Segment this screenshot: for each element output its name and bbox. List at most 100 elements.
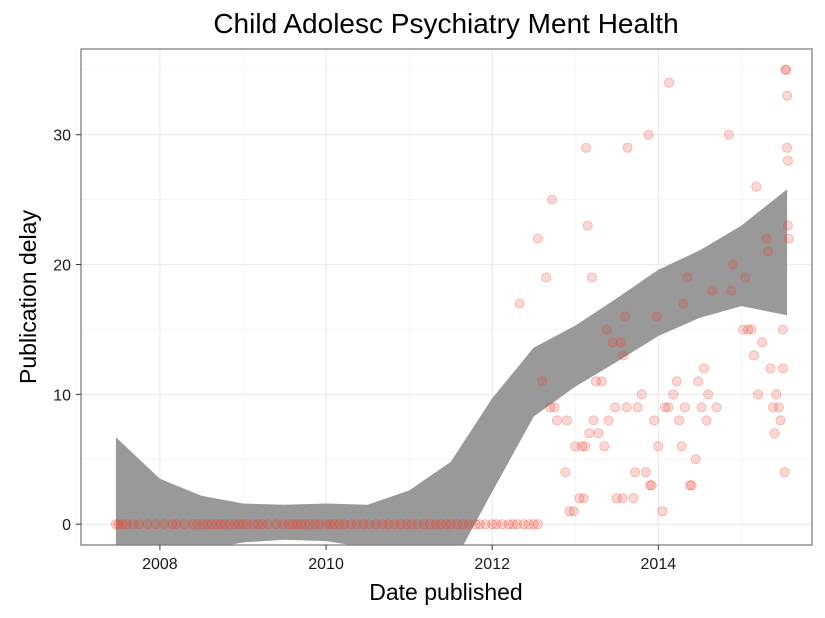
- x-tick-label: 2012: [474, 556, 510, 573]
- data-point: [215, 519, 226, 530]
- data-point: [296, 519, 307, 530]
- data-point: [779, 467, 790, 478]
- data-point: [507, 519, 518, 530]
- x-axis-title: Date published: [369, 579, 522, 605]
- data-point: [262, 519, 273, 530]
- data-point: [389, 519, 400, 530]
- data-point: [684, 480, 695, 491]
- data-point: [537, 376, 548, 387]
- data-point: [607, 337, 618, 348]
- data-point: [121, 519, 132, 530]
- data-point: [224, 519, 235, 530]
- data-point: [690, 454, 701, 465]
- data-point: [310, 519, 321, 530]
- data-point: [777, 324, 788, 335]
- data-point: [726, 285, 737, 296]
- y-tick-label: 20: [53, 258, 71, 275]
- minor-grid: [76, 49, 812, 545]
- data-point: [780, 64, 791, 75]
- data-point: [674, 415, 685, 426]
- data-point: [628, 493, 639, 504]
- data-point: [358, 519, 369, 530]
- data-point: [651, 311, 662, 322]
- data-point: [611, 493, 622, 504]
- data-point: [345, 519, 356, 530]
- y-tick-label: 30: [53, 128, 71, 145]
- data-point: [773, 402, 784, 413]
- data-point: [271, 519, 282, 530]
- data-point: [581, 142, 592, 153]
- data-point: [723, 129, 734, 140]
- data-point: [134, 519, 145, 530]
- data-point: [783, 233, 794, 244]
- data-point: [761, 233, 772, 244]
- data-point: [653, 441, 664, 452]
- data-point: [329, 519, 340, 530]
- data-point: [711, 402, 722, 413]
- data-point: [561, 415, 572, 426]
- data-point: [110, 519, 121, 530]
- data-point: [463, 519, 474, 530]
- data-point: [541, 272, 552, 283]
- data-point: [167, 519, 178, 530]
- data-point: [291, 519, 302, 530]
- data-point: [586, 272, 597, 283]
- data-point: [470, 519, 481, 530]
- data-point: [219, 519, 230, 530]
- data-point: [743, 324, 754, 335]
- data-point: [701, 415, 712, 426]
- data-point: [351, 519, 362, 530]
- data-point: [740, 272, 751, 283]
- data-point: [664, 77, 675, 88]
- data-point: [547, 194, 558, 205]
- data-point: [775, 415, 786, 426]
- data-point: [568, 506, 579, 517]
- data-point: [300, 519, 311, 530]
- data-point: [257, 519, 268, 530]
- data-point: [617, 493, 628, 504]
- data-point: [339, 519, 350, 530]
- x-tick-label: 2010: [308, 556, 344, 573]
- data-point: [287, 519, 298, 530]
- data-point: [383, 519, 394, 530]
- data-point: [395, 519, 406, 530]
- data-point: [242, 519, 253, 530]
- data-point: [630, 467, 641, 478]
- data-point: [622, 142, 633, 153]
- data-point: [211, 519, 222, 530]
- data-point: [738, 324, 749, 335]
- data-point: [671, 376, 682, 387]
- data-point: [206, 519, 217, 530]
- data-point: [645, 480, 656, 491]
- data-point: [150, 519, 161, 530]
- data-point: [247, 519, 258, 530]
- data-point: [771, 389, 782, 400]
- data-point: [113, 519, 124, 530]
- smooth-ribbon-layer: [115, 189, 788, 545]
- data-point: [599, 441, 610, 452]
- data-point: [142, 519, 153, 530]
- data-point: [580, 441, 591, 452]
- data-point: [682, 272, 693, 283]
- data-point: [679, 402, 690, 413]
- data-point: [663, 402, 674, 413]
- data-point: [202, 519, 213, 530]
- y-tick-label: 10: [53, 387, 71, 404]
- data-point: [503, 519, 514, 530]
- data-point: [753, 389, 764, 400]
- data-point: [545, 402, 556, 413]
- data-point: [615, 337, 626, 348]
- data-point: [588, 415, 599, 426]
- data-point: [728, 259, 739, 270]
- data-point: [283, 519, 294, 530]
- data-point: [549, 402, 560, 413]
- data-point: [636, 389, 647, 400]
- data-point: [757, 337, 768, 348]
- data-point: [370, 519, 381, 530]
- data-point: [128, 519, 139, 530]
- data-point: [699, 363, 710, 374]
- data-point: [179, 519, 190, 530]
- data-point: [325, 519, 336, 530]
- data-point: [518, 519, 529, 530]
